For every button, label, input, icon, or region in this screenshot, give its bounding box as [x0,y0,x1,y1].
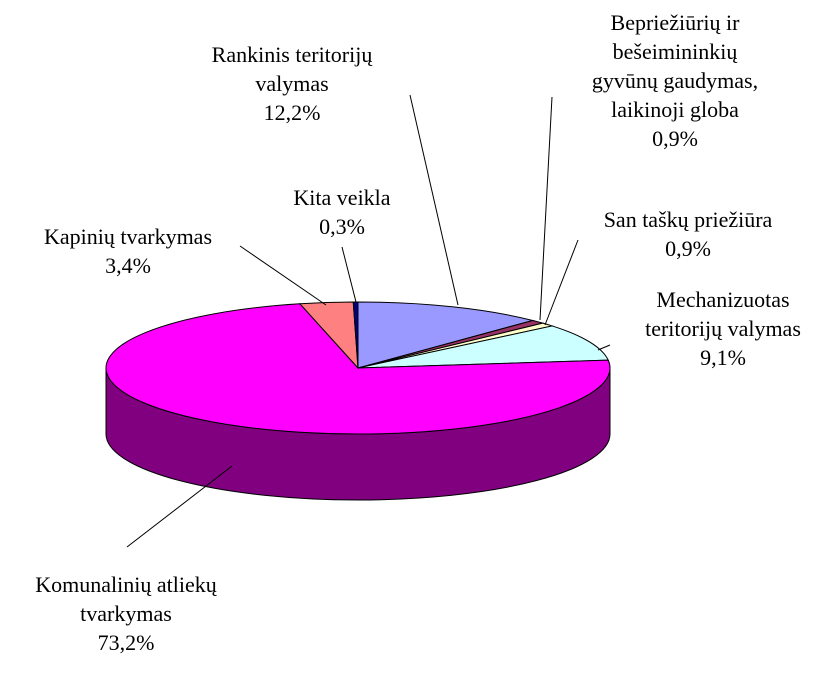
value-label: 0,9% [652,126,698,151]
category-label: Kita veikla [293,185,391,210]
category-label: Bepriežiūrių ir bešeimininkių gyvūnų gau… [591,10,759,122]
leader-line [597,344,611,351]
data-label: Kapinių tvarkymas 3,4% [3,222,253,280]
value-label: 9,1% [700,345,746,370]
value-label: 3,4% [105,253,151,278]
category-label: San taškų priežiūra [603,207,773,232]
category-label: Kapinių tvarkymas [43,224,213,249]
data-label: Mechanizuotas teritorijų valymas 9,1% [621,285,826,372]
data-label: Kita veikla 0,3% [267,183,417,241]
category-label: Komunalinių atliekų tvarkymas [35,572,217,626]
leader-line [239,245,327,306]
leader-line [341,246,357,303]
pie-slice [357,325,609,369]
pie-slice [357,301,535,369]
data-label: San taškų priežiūra 0,9% [568,205,808,263]
leader-line [126,465,233,548]
value-label: 0,9% [665,236,711,261]
leader-line [539,96,553,321]
category-label: Rankinis teritorijų valymas [211,42,373,96]
leader-line [544,239,579,326]
value-label: 73,2% [97,630,155,655]
value-label: 0,3% [319,214,365,239]
leader-line [409,94,459,306]
value-label: 12,2% [263,100,321,125]
pie-slice [105,303,611,435]
data-label: Komunalinių atliekų tvarkymas 73,2% [0,570,256,657]
data-label: Rankinis teritorijų valymas 12,2% [177,40,407,127]
data-label: Bepriežiūrių ir bešeimininkių gyvūnų gau… [580,8,770,153]
category-label: Mechanizuotas teritorijų valymas [645,287,801,341]
